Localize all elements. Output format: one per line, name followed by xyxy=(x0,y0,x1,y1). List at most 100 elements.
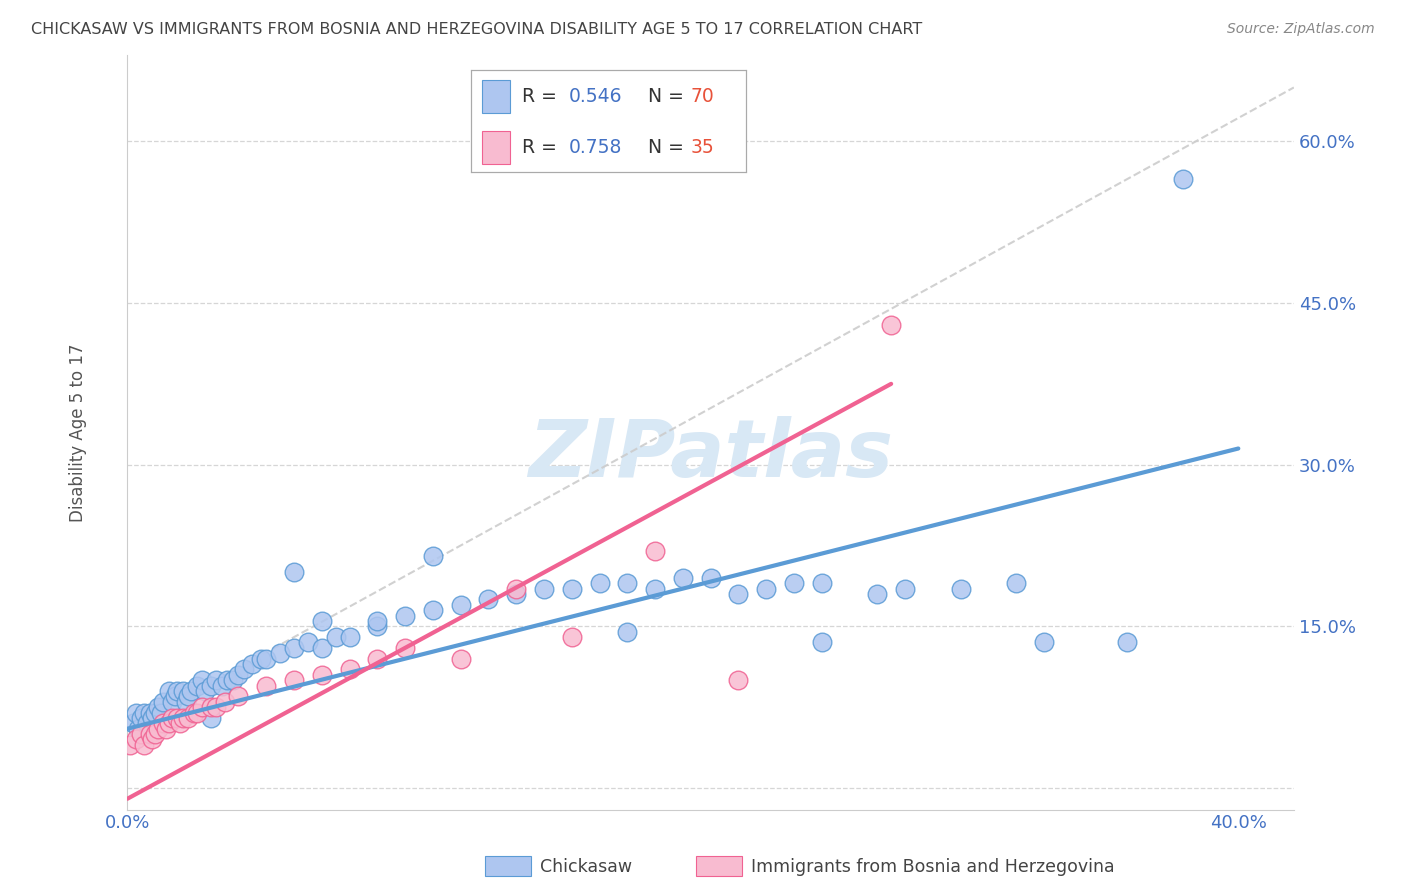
Point xyxy=(588,576,610,591)
Text: Source: ZipAtlas.com: Source: ZipAtlas.com xyxy=(1227,22,1375,37)
Point xyxy=(125,732,148,747)
Point xyxy=(1116,635,1139,649)
Point xyxy=(127,722,149,736)
Point xyxy=(616,576,638,591)
Point xyxy=(157,716,180,731)
Point xyxy=(240,657,263,671)
Point xyxy=(311,668,333,682)
Point xyxy=(120,738,142,752)
Point xyxy=(172,684,194,698)
Point xyxy=(211,679,233,693)
Point xyxy=(810,635,832,649)
Point xyxy=(505,587,527,601)
Text: CHICKASAW VS IMMIGRANTS FROM BOSNIA AND HERZEGOVINA DISABILITY AGE 5 TO 17 CORRE: CHICKASAW VS IMMIGRANTS FROM BOSNIA AND … xyxy=(31,22,922,37)
Point xyxy=(143,727,166,741)
Point xyxy=(422,603,444,617)
Point xyxy=(214,695,236,709)
Point xyxy=(644,544,666,558)
Point xyxy=(172,711,194,725)
Point xyxy=(894,582,917,596)
Point xyxy=(699,571,721,585)
Point xyxy=(283,673,305,688)
Point xyxy=(311,640,333,655)
Point xyxy=(205,673,228,688)
Point xyxy=(152,716,174,731)
Point xyxy=(644,582,666,596)
Point xyxy=(174,695,197,709)
Point xyxy=(132,738,155,752)
Point xyxy=(533,582,555,596)
Point xyxy=(157,684,180,698)
Point xyxy=(616,624,638,639)
Point xyxy=(254,651,277,665)
Point xyxy=(217,673,239,688)
Point xyxy=(283,640,305,655)
Point xyxy=(366,619,388,633)
Point xyxy=(366,651,388,665)
Point xyxy=(163,690,186,704)
Point xyxy=(169,716,191,731)
Point xyxy=(186,679,208,693)
Point xyxy=(783,576,806,591)
Point xyxy=(138,706,160,720)
Point xyxy=(186,706,208,720)
Point xyxy=(222,673,245,688)
Point xyxy=(125,706,148,720)
Point xyxy=(191,700,214,714)
Point xyxy=(505,582,527,596)
Point xyxy=(450,651,472,665)
Point xyxy=(394,640,416,655)
Point xyxy=(135,716,157,731)
Point xyxy=(810,576,832,591)
Text: Immigrants from Bosnia and Herzegovina: Immigrants from Bosnia and Herzegovina xyxy=(751,858,1115,876)
Point xyxy=(146,700,169,714)
Y-axis label: Disability Age 5 to 17: Disability Age 5 to 17 xyxy=(69,343,87,522)
Point xyxy=(561,630,583,644)
Point xyxy=(450,598,472,612)
Point xyxy=(366,614,388,628)
Point xyxy=(177,711,200,725)
Point xyxy=(143,706,166,720)
Point xyxy=(122,716,145,731)
Point xyxy=(949,582,972,596)
Point xyxy=(141,711,163,725)
Point xyxy=(129,711,152,725)
Point xyxy=(283,566,305,580)
Point xyxy=(132,706,155,720)
Point xyxy=(228,690,250,704)
Point xyxy=(311,614,333,628)
Text: ZIPatlas: ZIPatlas xyxy=(529,416,893,494)
Point xyxy=(228,668,250,682)
Point xyxy=(727,587,749,601)
Point xyxy=(177,690,200,704)
Point xyxy=(477,592,499,607)
Point xyxy=(254,679,277,693)
Point xyxy=(129,727,152,741)
Point xyxy=(339,662,361,676)
Point xyxy=(141,732,163,747)
Point xyxy=(325,630,347,644)
Point xyxy=(672,571,695,585)
Point xyxy=(394,608,416,623)
Point xyxy=(1171,172,1194,186)
Point xyxy=(866,587,889,601)
Point xyxy=(339,630,361,644)
Point xyxy=(194,684,217,698)
Point xyxy=(191,673,214,688)
Point xyxy=(269,646,291,660)
Point xyxy=(1005,576,1028,591)
Point xyxy=(200,700,222,714)
Point xyxy=(200,679,222,693)
Point xyxy=(205,700,228,714)
Point xyxy=(155,722,177,736)
Point xyxy=(755,582,778,596)
Point xyxy=(233,662,256,676)
Point xyxy=(561,582,583,596)
Point xyxy=(160,711,183,725)
Point xyxy=(183,706,205,720)
Point xyxy=(249,651,271,665)
Text: Chickasaw: Chickasaw xyxy=(540,858,633,876)
Point xyxy=(200,711,222,725)
Point xyxy=(297,635,319,649)
Point xyxy=(1032,635,1054,649)
